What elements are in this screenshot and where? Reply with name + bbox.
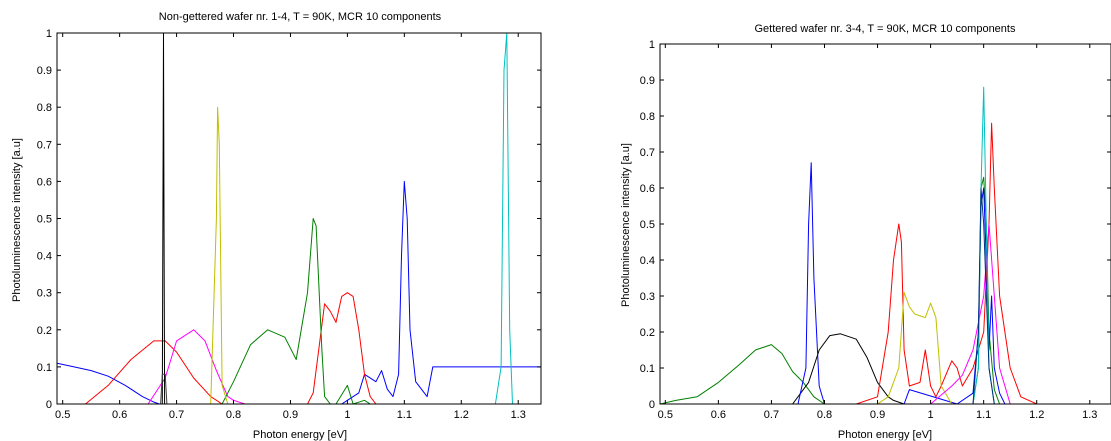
y-tick-label: 0.8 (640, 111, 655, 123)
y-tick-label: 0.3 (37, 288, 52, 300)
series-line-2 (147, 329, 246, 404)
y-tick-label: 0.6 (640, 183, 655, 195)
x-tick-label: 0.9 (283, 409, 298, 421)
y-tick-label: 0.1 (37, 362, 52, 374)
series-line-4 (877, 291, 953, 404)
x-tick-label: 0.9 (870, 409, 885, 421)
chart-gettered: Gettered wafer nr. 3-4, T = 90K, MCR 10 … (620, 23, 1111, 441)
y-tick-label: 1 (649, 39, 655, 51)
y-tick-label: 0.2 (37, 325, 52, 337)
series-line-5 (161, 33, 166, 404)
series-line-0 (660, 176, 1111, 404)
x-tick-label: 0.8 (817, 409, 832, 421)
series-group (660, 86, 1111, 404)
chart-title: Non-gettered wafer nr. 1-4, T = 90K, MCR… (159, 11, 442, 23)
x-tick-label: 1 (928, 409, 934, 421)
series-line-0 (57, 180, 541, 404)
y-tick-label: 0.6 (37, 176, 52, 188)
series-line-2 (771, 162, 1111, 404)
plot-frame (56, 32, 542, 405)
y-tick-label: 0.5 (640, 219, 655, 231)
y-axis-label: Photoluminescence intensity [a.u] (11, 138, 23, 302)
series-line-1 (792, 333, 905, 404)
x-tick-label: 1.1 (976, 409, 991, 421)
y-tick-label: 0.4 (640, 255, 655, 267)
x-axis-label: Photon energy [eV] (838, 429, 932, 441)
y-tick-label: 0.9 (37, 65, 52, 77)
x-tick-label: 0.6 (711, 409, 726, 421)
x-tick-label: 0.5 (658, 409, 673, 421)
x-tick-label: 1.1 (397, 409, 412, 421)
series-line-4 (210, 106, 234, 404)
y-tick-label: 0 (46, 399, 52, 411)
series-line-6 (160, 373, 168, 404)
series-line-1 (85, 292, 377, 404)
series-line-7 (494, 33, 513, 404)
x-tick-label: 0.6 (112, 409, 127, 421)
x-tick-label: 1.2 (1029, 409, 1044, 421)
chart-non-gettered: Non-gettered wafer nr. 1-4, T = 90K, MCR… (11, 11, 542, 441)
y-axis-label: Photoluminescence intensity [a.u] (620, 143, 632, 307)
x-tick-label: 1 (344, 409, 350, 421)
x-tick-label: 0.8 (226, 409, 241, 421)
y-tick-label: 0.2 (640, 327, 655, 339)
x-tick-label: 1.3 (1082, 409, 1097, 421)
y-tick-label: 0 (649, 399, 655, 411)
y-tick-label: 1 (46, 28, 52, 40)
x-tick-label: 1.2 (454, 409, 469, 421)
series-line-3 (221, 218, 371, 404)
y-tick-label: 0.5 (37, 214, 52, 226)
series-line-7 (972, 187, 995, 404)
series-line-3 (856, 122, 1037, 404)
y-tick-label: 0.1 (640, 363, 655, 375)
x-tick-label: 1.3 (511, 409, 526, 421)
y-tick-label: 0.9 (640, 75, 655, 87)
y-tick-label: 0.8 (37, 102, 52, 114)
y-tick-label: 0.3 (640, 291, 655, 303)
x-axis-label: Photon energy [eV] (253, 429, 347, 441)
series-group (57, 33, 541, 404)
x-tick-label: 0.7 (169, 409, 184, 421)
y-tick-label: 0.7 (37, 139, 52, 151)
x-tick-label: 0.7 (764, 409, 779, 421)
y-tick-label: 0.7 (640, 147, 655, 159)
y-tick-label: 0.4 (37, 251, 52, 263)
x-tick-label: 0.5 (55, 409, 70, 421)
series-line-5 (930, 223, 1011, 404)
chart-title: Gettered wafer nr. 3-4, T = 90K, MCR 10 … (755, 23, 1016, 35)
